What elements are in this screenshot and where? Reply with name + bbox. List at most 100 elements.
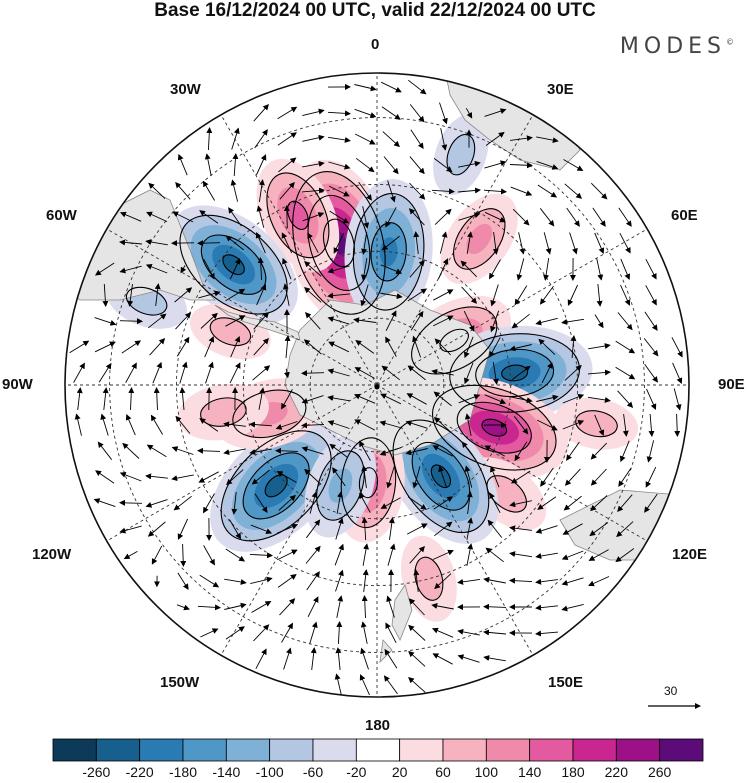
wind-vector-arrow (384, 648, 398, 669)
wind-vector-arrow (283, 205, 290, 229)
wind-vector-arrow (354, 84, 377, 92)
colorbar-tick-label: -180 (168, 764, 198, 780)
wind-vector-arrow (562, 394, 585, 404)
wind-vector-arrow (596, 284, 603, 307)
wind-vector-arrow (279, 181, 295, 200)
wind-vector-arrow (485, 131, 505, 146)
wind-vector-arrow (230, 335, 241, 358)
anomaly-contour-line (575, 410, 618, 438)
wind-vector-arrow (332, 467, 346, 487)
wind-vector-arrow (358, 181, 372, 201)
wind-vector-arrow (171, 474, 194, 482)
wind-vector-arrow (489, 337, 501, 358)
wind-vector-arrow (514, 285, 528, 306)
wind-vector-arrow (249, 448, 272, 455)
wind-vector-arrow (175, 181, 191, 200)
wind-vector-arrow (408, 598, 425, 616)
wind-vector-arrow (149, 338, 166, 356)
wind-vector-arrow (362, 206, 370, 229)
wind-vector-arrow (148, 313, 167, 329)
colorbar-tick-label: 260 (647, 764, 672, 780)
wind-vector-arrow (409, 104, 425, 123)
wind-vector-arrow (229, 362, 241, 384)
wind-vector-arrow (457, 628, 480, 636)
wind-vector-arrow (200, 312, 218, 329)
wind-vector-arrow (229, 258, 241, 280)
wind-vector-arrow (509, 551, 532, 558)
wind-vector-arrow (587, 369, 611, 376)
wind-vector-arrow (303, 339, 322, 355)
wind-vector-arrow (275, 421, 298, 430)
wind-vector-arrow (561, 577, 584, 586)
wind-vector-arrow (431, 368, 454, 376)
wind-vector-arrow (622, 414, 629, 437)
wind-vector-arrow (440, 128, 448, 151)
wind-vector-arrow (466, 491, 473, 514)
wind-vector-arrow (119, 265, 142, 274)
wind-vector-arrow (619, 232, 631, 254)
wind-vector-arrow (385, 207, 397, 228)
wind-vector-arrow (590, 468, 607, 486)
anomaly-contour-line (125, 286, 168, 316)
wind-vector-arrow (306, 519, 321, 539)
wind-vector-arrow (145, 239, 168, 246)
wind-vector-arrow (645, 285, 657, 306)
wind-vector-arrow (464, 465, 473, 488)
wind-vector-arrow (228, 207, 242, 227)
wind-vector-arrow (304, 261, 322, 277)
reference-vector-label: 30 (664, 684, 678, 698)
wind-vector-arrow (590, 495, 608, 512)
anomaly-contour-line (266, 172, 330, 259)
wind-vector-arrow (172, 211, 194, 223)
wind-vector-arrow (171, 446, 194, 455)
wind-vector-arrow (646, 440, 655, 463)
wind-vector-arrow (561, 318, 584, 325)
wind-vector-arrow (301, 395, 324, 404)
wind-vector-arrow (380, 393, 402, 405)
wind-vector-arrow (119, 525, 142, 534)
wind-vector-arrow (98, 362, 112, 383)
wind-vector-arrow (145, 264, 168, 274)
wind-vector-arrow (617, 494, 633, 513)
wind-vector-arrow (379, 446, 402, 456)
wind-vector-arrow (516, 258, 525, 281)
wind-vector-arrow (410, 129, 424, 150)
wind-vector-arrow (353, 317, 376, 324)
wind-vector-arrow (561, 603, 584, 612)
wind-vector-arrow (145, 473, 168, 480)
colorbar-swatch (182, 738, 227, 762)
wind-vector-arrow (535, 317, 558, 326)
colorbar-tick-label: -100 (255, 764, 284, 780)
wind-vector-arrow (173, 495, 192, 511)
wind-vector-arrow (362, 543, 369, 566)
wind-vector-arrow (154, 283, 161, 306)
anomaly-contour-fill (328, 468, 353, 503)
new-zealand-land (379, 584, 413, 664)
wind-vector-arrow (434, 338, 452, 356)
wind-vector-arrow (125, 362, 137, 383)
wind-vector-arrow (327, 395, 350, 402)
colorbar-swatch (572, 738, 617, 762)
wind-vector-arrow (226, 469, 244, 486)
wind-vector-arrow (431, 627, 454, 638)
wind-vector-arrow (353, 393, 376, 404)
wind-vector-arrow (433, 158, 453, 173)
anomaly-contour-line (287, 200, 309, 231)
wind-vector-arrow (327, 110, 351, 117)
anomaly-contour-line (358, 467, 379, 499)
colorbar-swatch (659, 738, 704, 762)
wind-vector-arrow (485, 547, 504, 563)
wind-vector-arrow (231, 492, 238, 515)
wind-vector-arrow (249, 552, 273, 559)
wind-vector-arrow (361, 517, 368, 541)
colorbar (52, 738, 704, 762)
colorbar-tick-label: 20 (391, 764, 408, 780)
wind-vector-arrow (385, 622, 397, 644)
wind-vector-arrow (648, 413, 655, 437)
wind-vector-arrow (437, 258, 449, 280)
wind-vector-arrow (464, 413, 472, 436)
wind-vector-arrow (122, 442, 140, 459)
wind-vector-arrow (381, 365, 400, 381)
wind-vector-arrow (127, 284, 134, 307)
wind-vector-arrow (460, 260, 478, 278)
